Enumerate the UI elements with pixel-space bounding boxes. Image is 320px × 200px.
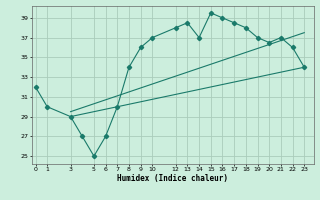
X-axis label: Humidex (Indice chaleur): Humidex (Indice chaleur) xyxy=(117,174,228,183)
